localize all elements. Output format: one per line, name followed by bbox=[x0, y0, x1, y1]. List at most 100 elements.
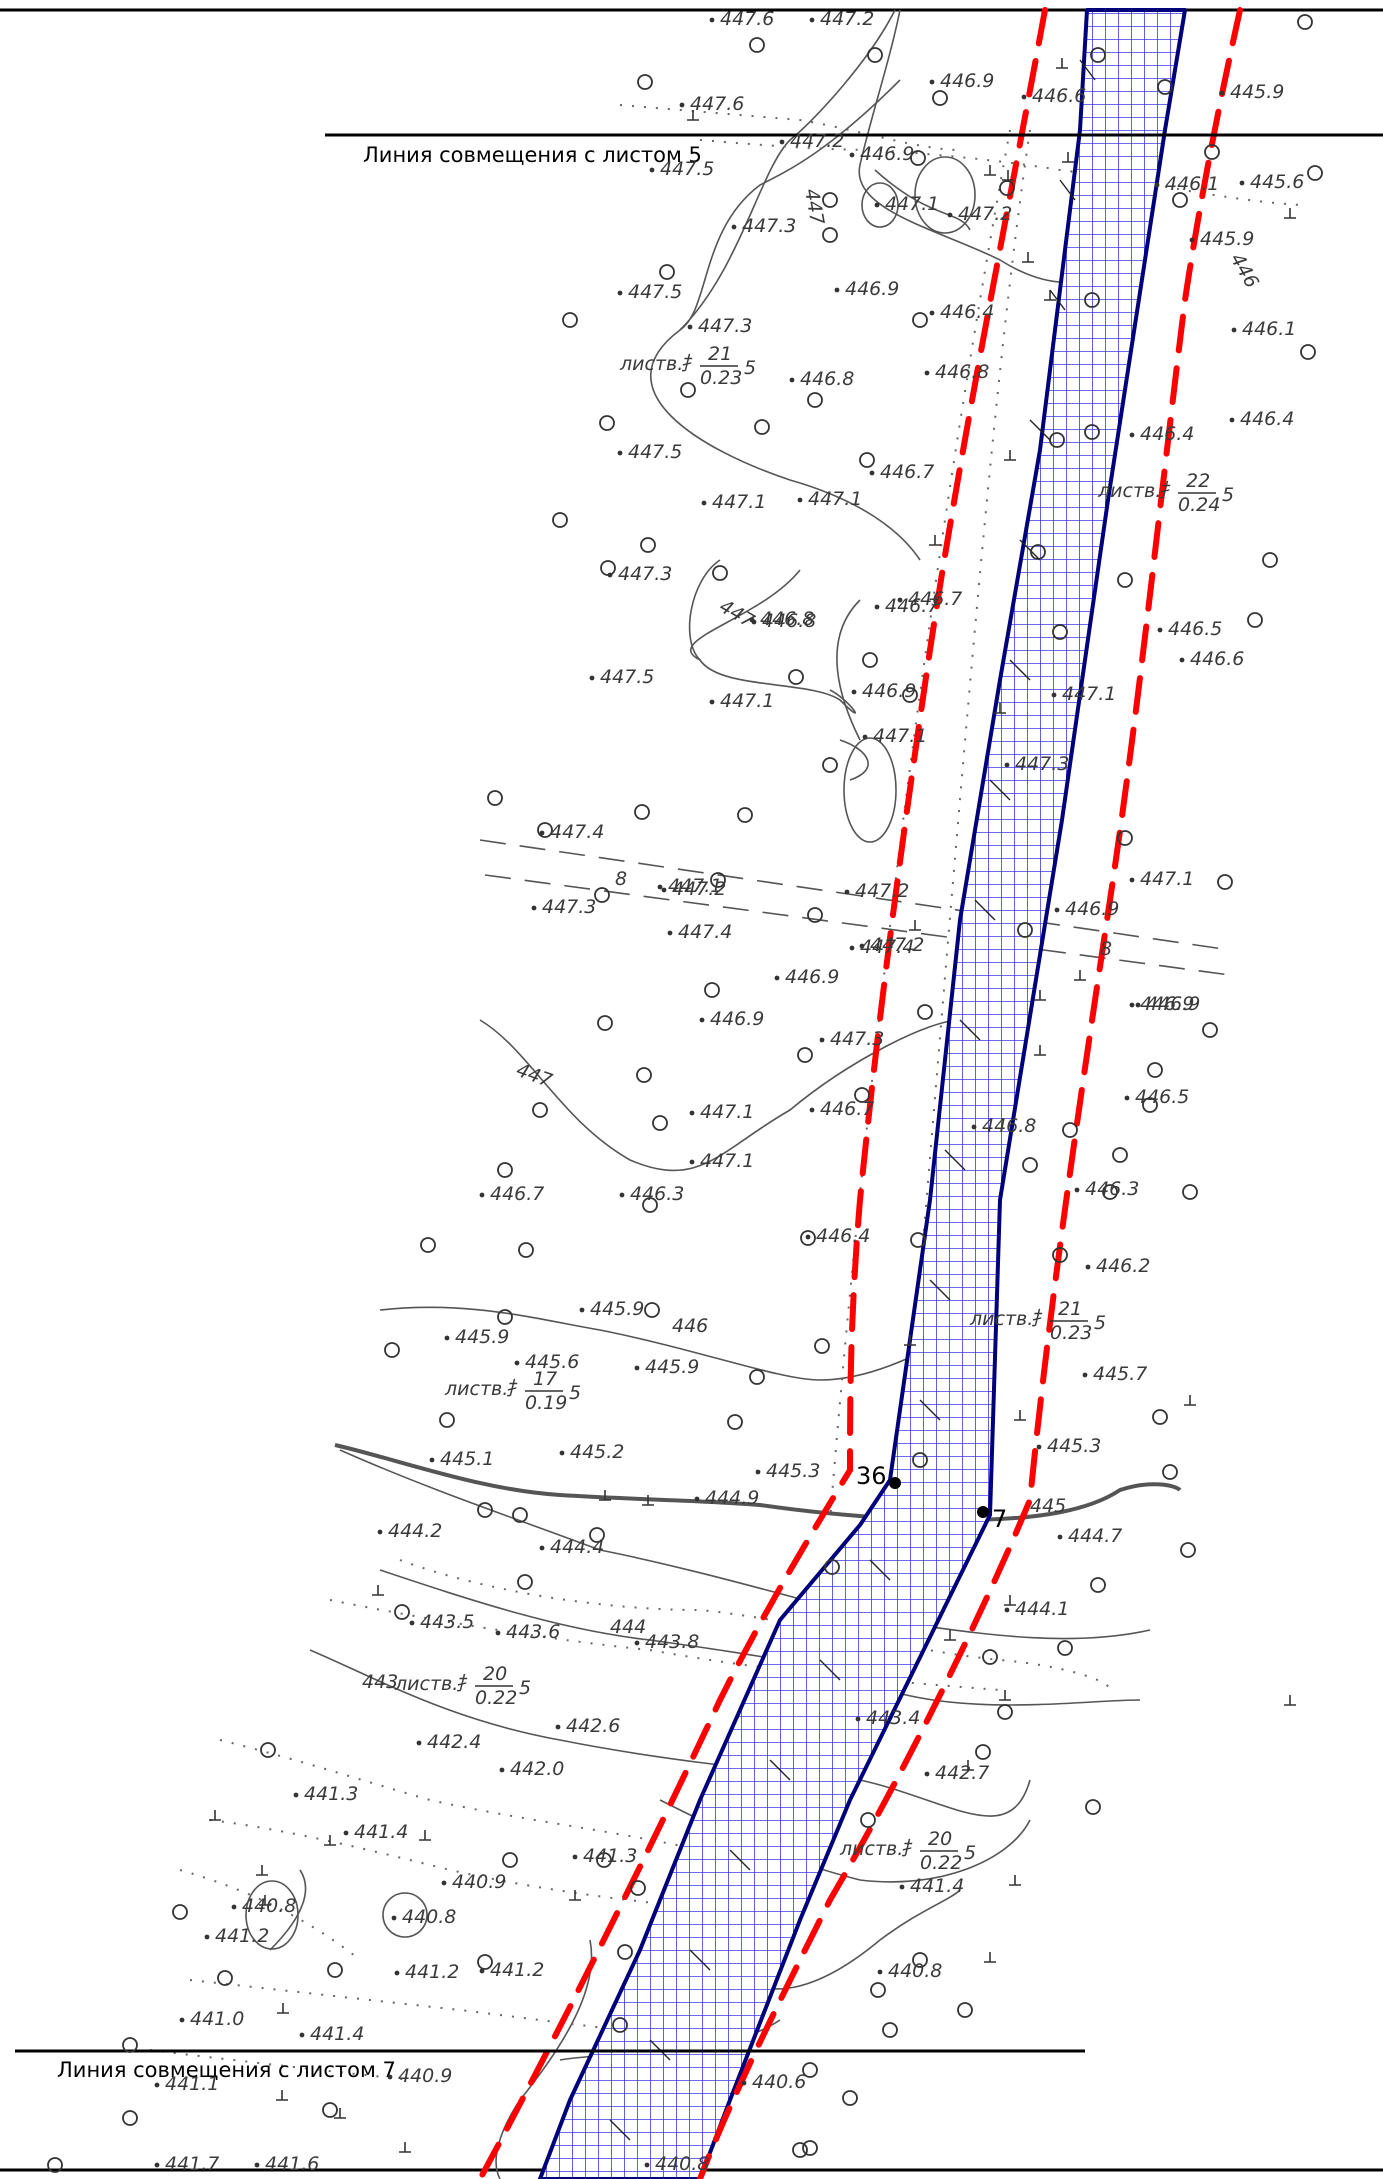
elevation-label: 441.3 bbox=[304, 1783, 358, 1805]
elevation-label: 440.9 bbox=[398, 2065, 452, 2087]
elevation-label: 445.2 bbox=[570, 1441, 624, 1463]
elevation-label: 446.3 bbox=[1085, 1178, 1139, 1200]
circle-marker-icon bbox=[1217, 874, 1233, 890]
spot-dot-icon bbox=[709, 17, 715, 23]
circle-marker-icon bbox=[487, 790, 503, 806]
elevation-label: 446.9 bbox=[1140, 993, 1194, 1015]
circle-marker-icon bbox=[802, 2062, 818, 2078]
elevation-label: 446.9 bbox=[860, 143, 914, 165]
spot-dot-icon bbox=[809, 17, 815, 23]
spot-dot-icon bbox=[1129, 877, 1135, 883]
elevation-label: 447.3 bbox=[542, 896, 596, 918]
grass-tick-icon bbox=[944, 1630, 956, 1641]
elevation-label: 441.2 bbox=[490, 1959, 544, 1981]
grass-ticks bbox=[209, 58, 1296, 2153]
vegetation-diameter: 0.23 bbox=[700, 367, 742, 389]
spot-dot-icon bbox=[343, 1830, 349, 1836]
tree-icon: ⺘ bbox=[680, 353, 699, 375]
circle-marker-icon bbox=[910, 1232, 926, 1248]
elevation-label: 447.1 bbox=[885, 193, 939, 215]
circle-marker-icon bbox=[860, 1812, 876, 1828]
elevation-label: 443.5 bbox=[420, 1611, 474, 1633]
elevation-label: 447.2 bbox=[870, 934, 924, 956]
spot-dot-icon bbox=[299, 2032, 305, 2038]
tree-icon: ⺘ bbox=[1030, 1308, 1049, 1330]
elevation-label: 440.8 bbox=[402, 1906, 456, 1928]
elevation-label: 442.7 bbox=[935, 1762, 989, 1784]
elevation-label: 446.9 bbox=[710, 1008, 764, 1030]
grass-tick-icon bbox=[984, 165, 996, 176]
circle-marker-icon bbox=[807, 392, 823, 408]
spot-dot-icon bbox=[1239, 180, 1245, 186]
circle-marker-icon bbox=[1142, 1097, 1158, 1113]
circle-marker-icon bbox=[1112, 1147, 1128, 1163]
spot-dot-icon bbox=[741, 2080, 747, 2086]
elevation-label: 447.1 bbox=[1140, 868, 1194, 890]
spot-dot-icon bbox=[479, 1968, 485, 1974]
circle-marker-icon bbox=[1085, 1799, 1101, 1815]
circle-marker-icon bbox=[497, 1162, 513, 1178]
circle-marker-icon bbox=[477, 1954, 493, 1970]
point-36-label: 36 bbox=[856, 1462, 887, 1490]
elevation-label: 446.3 bbox=[630, 1183, 684, 1205]
elevation-label: 446.7 bbox=[490, 1183, 544, 1205]
vegetation-distance: 5 bbox=[744, 357, 756, 379]
vegetation-height: 20 bbox=[928, 1828, 952, 1850]
circle-marker-icon bbox=[1090, 47, 1106, 63]
elevation-label: 447.1 bbox=[1062, 683, 1116, 705]
elevation-label: 446.7 bbox=[880, 461, 934, 483]
spot-dot-icon bbox=[377, 1529, 383, 1535]
dashed-feature-lines bbox=[479, 839, 1231, 976]
elevation-label: 447.6 bbox=[690, 93, 744, 115]
elevation-label: 446.9 bbox=[845, 278, 899, 300]
spot-dot-icon bbox=[387, 2074, 393, 2080]
spot-dot-icon bbox=[409, 1620, 415, 1626]
grass-tick-icon bbox=[259, 1895, 271, 1906]
spot-dot-icon bbox=[844, 889, 850, 895]
circle-marker-icon bbox=[659, 264, 675, 280]
spot-dot-icon bbox=[877, 1969, 883, 1975]
circle-marker-icon bbox=[737, 807, 753, 823]
circle-marker-icon bbox=[1022, 1157, 1038, 1173]
elevation-label: 441.7 bbox=[165, 2153, 219, 2175]
spot-dot-icon bbox=[862, 734, 868, 740]
circle-marker-icon bbox=[822, 757, 838, 773]
spot-dot-icon bbox=[699, 1017, 705, 1023]
elevation-label: 447.1 bbox=[873, 725, 927, 747]
point-7-label: 7 bbox=[992, 1505, 1007, 1533]
grass-tick-icon bbox=[1056, 58, 1068, 69]
spot-dot-icon bbox=[444, 1335, 450, 1341]
circle-marker-icon bbox=[932, 90, 948, 106]
circle-marker-icon bbox=[630, 1880, 646, 1896]
elevation-label: 447.1 bbox=[700, 1150, 754, 1172]
spot-dot-icon bbox=[1229, 417, 1235, 423]
circle-markers bbox=[47, 14, 1323, 2173]
spot-dot-icon bbox=[947, 212, 953, 218]
contour-label: 443 bbox=[362, 1671, 398, 1693]
circle-marker-icon bbox=[600, 560, 616, 576]
spot-dot-icon bbox=[709, 699, 715, 705]
spot-dot-icon bbox=[495, 1630, 501, 1636]
circle-marker-icon bbox=[1172, 192, 1188, 208]
circle-marker-icon bbox=[1090, 1577, 1106, 1593]
elevation-label: 444.4 bbox=[550, 1536, 604, 1558]
circle-marker-icon bbox=[1162, 1464, 1178, 1480]
vegetation-diameter: 0.19 bbox=[525, 1392, 567, 1414]
circle-marker-icon bbox=[1102, 1184, 1118, 1200]
circle-marker-icon bbox=[1052, 1247, 1068, 1263]
elevation-label: 446.9 bbox=[862, 680, 916, 702]
elevation-label: 441.3 bbox=[583, 1845, 637, 1867]
grass-tick-icon bbox=[687, 110, 699, 121]
circle-marker-icon bbox=[797, 1047, 813, 1063]
spot-dot-icon bbox=[204, 1934, 210, 1940]
spot-dot-icon bbox=[805, 1234, 811, 1240]
circle-marker-icon bbox=[1017, 922, 1033, 938]
circle-marker-icon bbox=[122, 2110, 138, 2126]
spot-dot-icon bbox=[851, 689, 857, 695]
elevation-label: 445.7 bbox=[1093, 1363, 1147, 1385]
vegetation-height: 22 bbox=[1186, 470, 1210, 492]
spot-dot-icon bbox=[1004, 762, 1010, 768]
circle-marker-icon bbox=[1062, 1122, 1078, 1138]
grass-tick-icon bbox=[256, 1865, 268, 1876]
spot-dot-icon bbox=[1036, 1444, 1042, 1450]
